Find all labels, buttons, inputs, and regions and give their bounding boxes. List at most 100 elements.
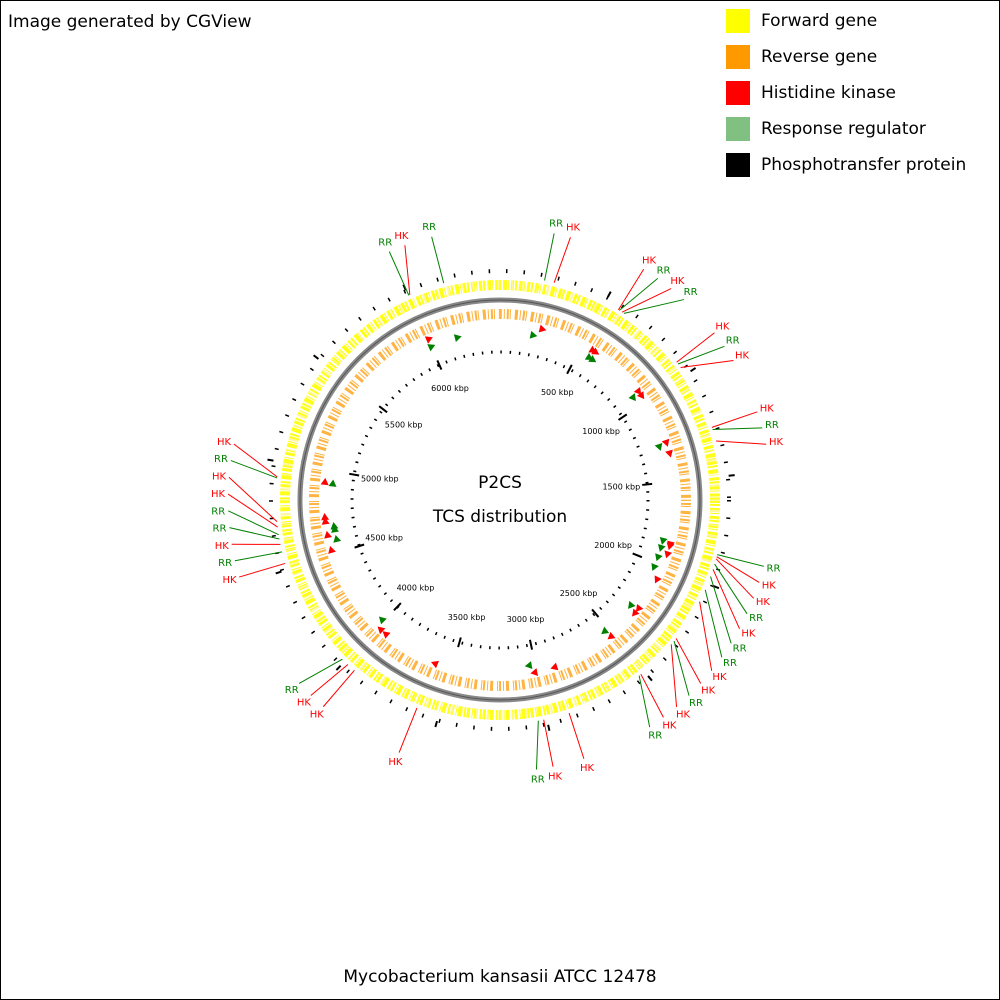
legend-swatch [726,81,750,105]
feature-label: HK [211,489,226,500]
feature-label: HK [217,437,232,448]
outer-major-tick [647,675,653,682]
feature-label: RR [211,506,225,517]
feature-line [623,299,684,314]
tick-label: 4000 kbp [397,583,435,592]
feature-label: HK [215,541,230,552]
feature-line [230,460,278,479]
feature-line [699,601,713,671]
feature-label: RR [684,287,698,298]
feature-marker [538,324,547,333]
legend-label: Phosphotransfer protein [761,155,966,175]
feature-label: HK [701,685,716,696]
feature-line [704,589,723,658]
outer-major-tick [689,367,697,373]
feature-marker [651,562,659,571]
feature-line [544,233,555,281]
feature-marker [631,608,640,617]
major-tick [642,482,653,486]
tick-label: 3000 kbp [507,615,545,624]
feature-marker [328,546,336,554]
major-tick [457,637,462,648]
feature-label: HK [223,575,238,586]
feature-marker [666,542,675,551]
feature-marker [659,537,668,545]
feature-line [228,510,279,536]
tick-label: 1500 kbp [602,483,640,492]
feature-label: HK [580,763,595,774]
tick-label: 5000 kbp [361,475,399,484]
center-subtitle: TCS distribution [432,507,567,527]
feature-marker [607,631,616,640]
legend-swatch [726,45,750,69]
outer-major-tick [275,570,282,575]
feature-marker [524,661,533,669]
feature-label: RR [749,613,763,624]
feature-label: RR [218,558,232,569]
feature-marker [628,600,636,609]
feature-label: HK [662,720,677,731]
feature-line [535,720,539,770]
legend-label: Response regulator [761,119,926,139]
feature-line [229,527,280,540]
feature-label: RR [213,524,227,535]
outer-major-tick [712,584,720,590]
feature-line [310,664,349,696]
feature-label: RR [378,237,392,248]
feature-line [568,712,585,759]
feature-marker [654,442,663,451]
feature-line [710,576,732,644]
feature-line [238,562,286,578]
feature-marker [321,513,330,521]
tick-label: 3500 kbp [448,613,486,622]
legend-label: Reverse gene [761,47,877,67]
outer-tick-ring [269,269,731,731]
feature-label: HK [297,698,312,709]
feature-marker [378,616,387,625]
feature-line [638,675,651,728]
feature-line [675,638,702,684]
tick-label: 4500 kbp [365,533,403,542]
major-tick [393,602,402,611]
major-tick [436,360,443,370]
feature-marker [654,575,662,584]
feature-label: HK [762,580,777,591]
feature-marker [321,517,330,525]
feature-marker [431,660,439,669]
outer-major-tick [547,724,551,731]
outer-major-tick [267,458,274,462]
outer-major-tick [313,354,320,360]
feature-marker [635,603,644,612]
feature-line [670,644,678,707]
feature-label: HK [676,710,691,721]
major-tick [632,552,643,559]
major-tick [617,413,628,421]
inner-tick-ring [350,350,650,650]
feature-marker [633,386,642,395]
feature-line [711,411,758,428]
feature-label: HK [769,437,784,448]
feature-line [233,443,278,478]
feature-line [714,563,748,615]
feature-marker [328,479,337,487]
feature-marker [320,477,329,486]
feature-label: RR [726,336,740,347]
feature-label: RR [689,698,703,709]
backbone-ring-edge [299,299,701,701]
feature-line [234,551,283,562]
feature-label: HK [566,223,581,234]
feature-line [676,332,715,363]
major-tick [591,608,600,618]
feature-line [712,569,741,630]
feature-label: HK [712,672,727,683]
feature-line [398,707,418,753]
legend-swatch [726,153,750,177]
legend-swatch [726,117,750,141]
feature-label: HK [670,276,685,287]
major-tick [349,472,360,477]
tick-label: 500 kbp [541,388,574,397]
feature-marker [636,391,645,400]
feature-label: RR [214,454,228,465]
feature-line [716,440,767,445]
